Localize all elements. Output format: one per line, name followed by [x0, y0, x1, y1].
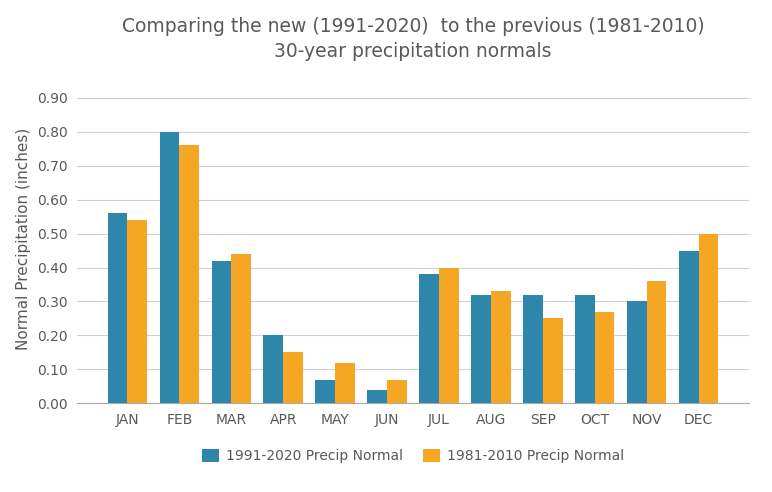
- Bar: [679, 250, 699, 403]
- Bar: [647, 281, 666, 403]
- Bar: [212, 261, 232, 403]
- Bar: [316, 380, 335, 403]
- Bar: [335, 363, 355, 403]
- Bar: [108, 213, 127, 403]
- Title: Comparing the new (1991-2020)  to the previous (1981-2010)
30-year precipitation: Comparing the new (1991-2020) to the pre…: [122, 17, 704, 61]
- Bar: [471, 295, 491, 403]
- Bar: [491, 291, 510, 403]
- Bar: [179, 145, 199, 403]
- Bar: [367, 390, 387, 403]
- Bar: [627, 302, 647, 403]
- Bar: [160, 131, 179, 403]
- Bar: [419, 275, 439, 403]
- Bar: [523, 295, 543, 403]
- Bar: [387, 380, 407, 403]
- Bar: [575, 295, 594, 403]
- Bar: [127, 220, 147, 403]
- Bar: [283, 352, 303, 403]
- Bar: [263, 336, 283, 403]
- Y-axis label: Normal Precipitation (inches): Normal Precipitation (inches): [16, 127, 31, 350]
- Bar: [594, 312, 615, 403]
- Bar: [439, 268, 459, 403]
- Bar: [699, 234, 718, 403]
- Bar: [543, 318, 563, 403]
- Bar: [232, 254, 251, 403]
- Legend: 1991-2020 Precip Normal, 1981-2010 Precip Normal: 1991-2020 Precip Normal, 1981-2010 Preci…: [196, 444, 630, 469]
